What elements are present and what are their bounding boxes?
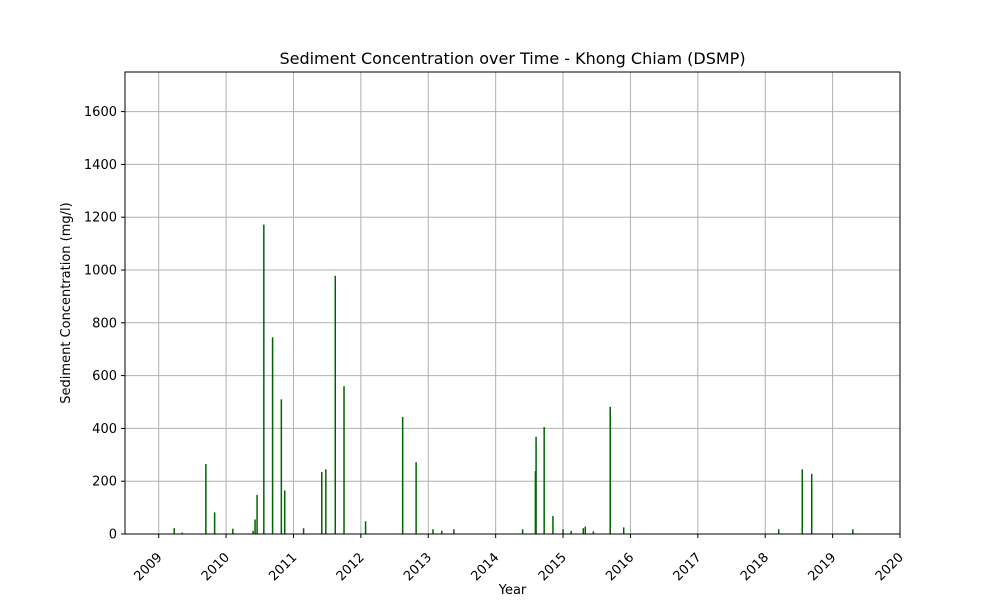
data-bar: [582, 528, 585, 534]
data-bar: [232, 528, 234, 534]
data-bar: [173, 528, 175, 534]
data-bar: [321, 471, 323, 534]
y-tick-label: 1400: [84, 158, 117, 173]
data-bar: [440, 530, 443, 534]
data-bar: [280, 399, 283, 534]
y-tick-label: 200: [92, 475, 117, 490]
data-bar: [432, 529, 434, 534]
data-bar: [622, 527, 625, 534]
data-bar: [801, 469, 804, 534]
y-axis-label: Sediment Concentration (mg/l): [59, 202, 74, 403]
data-bar: [570, 530, 572, 534]
plot-frame: [124, 71, 901, 535]
data-bar: [535, 436, 537, 534]
y-tick-label: 800: [92, 316, 117, 331]
y-tick-label: 1000: [84, 264, 117, 279]
data-bar: [401, 417, 404, 534]
grid: [125, 72, 901, 535]
data-bar: [343, 386, 345, 534]
data-bar: [592, 531, 595, 534]
chart-title: Sediment Concentration over Time - Khong…: [279, 49, 745, 68]
data-bar: [609, 406, 611, 534]
data-bar: [364, 521, 367, 534]
data-bar: [521, 529, 524, 534]
data-bar: [552, 516, 554, 534]
data-bar: [562, 529, 564, 534]
y-tick-label: 400: [92, 422, 117, 437]
data-bar: [543, 427, 545, 534]
data-bar: [334, 275, 337, 534]
data-bar: [252, 530, 254, 534]
data-bar: [283, 490, 286, 534]
data-bar: [263, 224, 265, 535]
data-bar: [213, 512, 216, 534]
y-tick-label: 0: [109, 528, 117, 543]
data-bar: [302, 528, 305, 534]
data-bar: [777, 529, 780, 534]
data-bar: [254, 519, 256, 534]
data-bar: [205, 464, 207, 534]
data-bar: [271, 337, 274, 534]
data-bar: [852, 529, 854, 534]
data-bar: [256, 494, 258, 534]
data-bar: [584, 526, 587, 534]
data-bar: [810, 473, 813, 534]
data-bar: [453, 529, 455, 534]
y-tick-label: 1200: [84, 211, 117, 226]
bars: [173, 224, 854, 535]
data-bar: [181, 532, 184, 534]
data-bar: [325, 469, 327, 534]
x-axis-label: Year: [498, 583, 527, 598]
y-tick-label: 600: [92, 369, 117, 384]
data-bar: [415, 462, 417, 534]
y-tick-label: 1600: [84, 105, 117, 120]
